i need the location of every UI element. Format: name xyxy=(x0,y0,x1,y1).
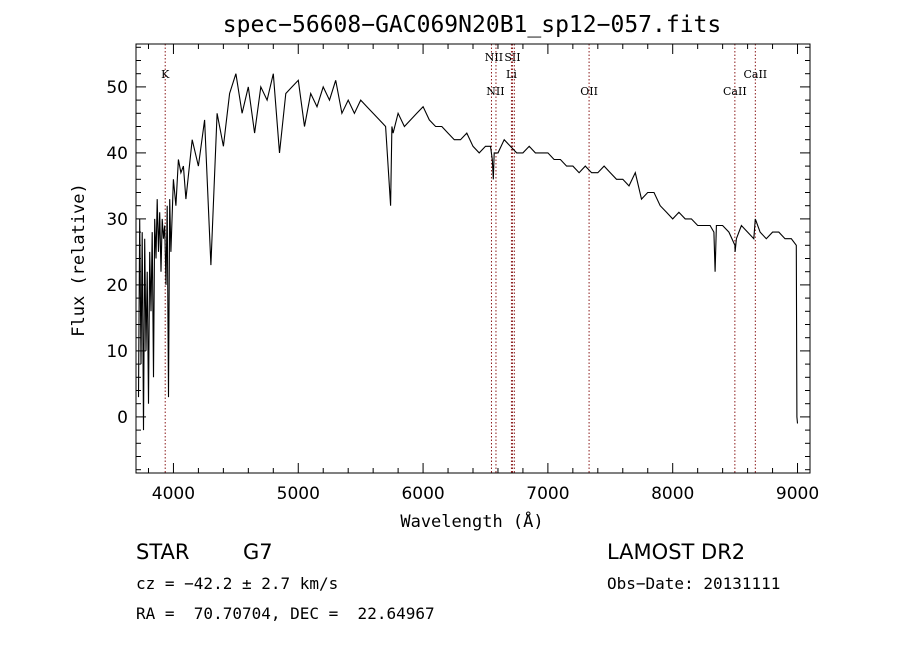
y-axis-label: Flux (relative) xyxy=(69,183,89,337)
y-tick-label: 0 xyxy=(117,408,128,428)
spectral-line-label: Li xyxy=(506,68,517,81)
y-tick-label: 50 xyxy=(106,78,128,98)
x-axis-label: Wavelength (Å) xyxy=(400,510,543,532)
x-tick-label: 6000 xyxy=(401,484,444,504)
object-class: STAR xyxy=(136,540,190,564)
x-tick-label: 9000 xyxy=(776,484,819,504)
object-subclass: G7 xyxy=(243,540,273,564)
spectral-line-label: NII xyxy=(486,85,504,98)
spectral-line-label: NII xyxy=(485,51,503,64)
y-tick-label: 30 xyxy=(106,210,128,230)
obs-date: Obs−Date: 20131111 xyxy=(607,574,781,593)
chart-title: spec−56608−GAC069N20B1_sp12−057.fits xyxy=(223,12,722,38)
redshift-readout: cz = −42.2 ± 2.7 km/s xyxy=(136,574,339,593)
spectral-line-label: SII xyxy=(504,51,520,64)
coordinates-readout: RA = 70.70704, DEC = 22.64967 xyxy=(136,604,435,623)
y-tick-label: 10 xyxy=(106,342,128,362)
axis-tick-labels: 4000 5000 6000 7000 8000 9000 0 10 20 30 40 50 xyxy=(106,78,819,504)
x-tick-label: 5000 xyxy=(277,484,320,504)
plot-frame xyxy=(135,43,811,474)
survey-name: LAMOST DR2 xyxy=(607,540,746,564)
spectral-line-label: CaII xyxy=(723,85,747,98)
spectral-line-label: K xyxy=(161,68,170,81)
spectrum-series-line xyxy=(137,73,799,431)
x-tick-label: 8000 xyxy=(651,484,694,504)
x-tick-label: 4000 xyxy=(152,484,195,504)
x-tick-label: 7000 xyxy=(526,484,569,504)
axis-ticks xyxy=(136,44,810,473)
spectral-line-label: OII xyxy=(580,85,598,98)
y-tick-label: 40 xyxy=(106,144,128,164)
spectral-line-label: CaII xyxy=(743,68,767,81)
y-tick-label: 20 xyxy=(106,276,128,296)
